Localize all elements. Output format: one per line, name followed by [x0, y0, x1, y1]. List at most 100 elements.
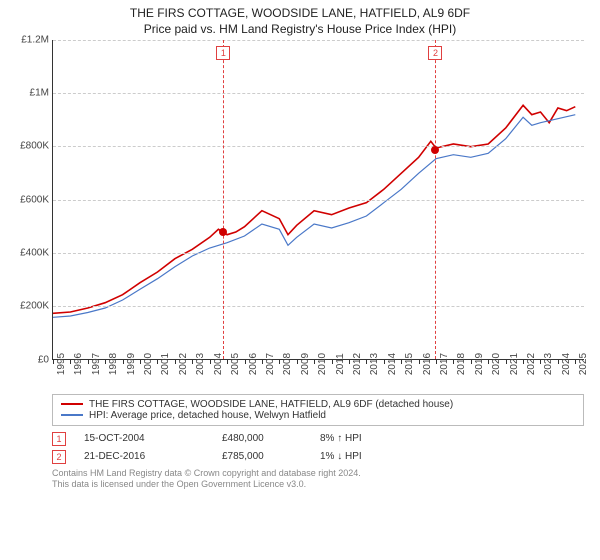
x-axis-label: 2000	[143, 352, 154, 374]
gridline	[53, 93, 584, 94]
x-axis-label: 2014	[387, 352, 398, 374]
x-tick	[384, 360, 385, 364]
x-tick	[227, 360, 228, 364]
x-tick	[297, 360, 298, 364]
footer-line2: This data is licensed under the Open Gov…	[52, 479, 584, 491]
y-axis-label: £600K	[20, 194, 53, 205]
x-axis-label: 1997	[91, 352, 102, 374]
x-axis-label: 2016	[422, 352, 433, 374]
legend-swatch	[61, 414, 83, 416]
sale-point	[219, 228, 227, 236]
x-axis-label: 2011	[335, 353, 346, 375]
x-tick	[53, 360, 54, 364]
x-tick	[471, 360, 472, 364]
gridline	[53, 40, 584, 41]
x-tick	[506, 360, 507, 364]
x-tick	[105, 360, 106, 364]
x-axis-label: 2018	[456, 352, 467, 374]
y-axis-label: £1.2M	[21, 34, 53, 45]
x-tick	[332, 360, 333, 364]
legend-label: THE FIRS COTTAGE, WOODSIDE LANE, HATFIEL…	[89, 399, 453, 410]
x-tick	[175, 360, 176, 364]
y-axis-label: £200K	[20, 301, 53, 312]
x-axis-label: 2019	[474, 352, 485, 374]
legend-label: HPI: Average price, detached house, Welw…	[89, 410, 326, 421]
x-tick	[70, 360, 71, 364]
sale-marker-badge: 1	[216, 46, 230, 60]
x-axis-label: 2017	[439, 352, 450, 374]
gridline	[53, 253, 584, 254]
x-axis-label: 2021	[509, 352, 520, 374]
gridline	[53, 200, 584, 201]
x-tick	[245, 360, 246, 364]
x-tick	[140, 360, 141, 364]
x-tick	[123, 360, 124, 364]
x-tick	[366, 360, 367, 364]
x-axis-label: 1995	[56, 352, 67, 374]
x-tick	[488, 360, 489, 364]
x-tick	[210, 360, 211, 364]
sale-marker-line	[223, 40, 224, 359]
x-axis-label: 2012	[352, 352, 363, 374]
sale-date: 15-OCT-2004	[84, 433, 204, 444]
chart-title: THE FIRS COTTAGE, WOODSIDE LANE, HATFIEL…	[10, 6, 590, 22]
y-axis-label: £800K	[20, 141, 53, 152]
x-tick	[349, 360, 350, 364]
x-tick	[419, 360, 420, 364]
x-tick	[279, 360, 280, 364]
sale-index-badge: 2	[52, 450, 66, 464]
x-axis-label: 2025	[578, 352, 589, 374]
x-tick	[523, 360, 524, 364]
series-hpi	[53, 114, 575, 317]
x-axis-label: 1996	[73, 352, 84, 374]
sale-price: £785,000	[222, 451, 302, 462]
sales-table: 115-OCT-2004£480,0008% ↑ HPI221-DEC-2016…	[52, 432, 584, 464]
x-axis-label: 2010	[317, 352, 328, 374]
footer-attribution: Contains HM Land Registry data © Crown c…	[52, 468, 584, 491]
x-axis-label: 2023	[543, 352, 554, 374]
legend-item: HPI: Average price, detached house, Welw…	[61, 410, 575, 421]
x-axis-label: 2022	[526, 352, 537, 374]
chart-area: £0£200K£400K£600K£800K£1M£1.2M1995199619…	[52, 40, 584, 392]
sale-date: 21-DEC-2016	[84, 451, 204, 462]
x-axis-label: 2002	[178, 352, 189, 374]
x-tick	[314, 360, 315, 364]
sale-marker-badge: 2	[428, 46, 442, 60]
x-axis-label: 2005	[230, 352, 241, 374]
sale-delta: 1% ↓ HPI	[320, 451, 410, 462]
series-property	[53, 105, 575, 313]
x-tick	[558, 360, 559, 364]
x-axis-label: 1998	[108, 352, 119, 374]
x-axis-label: 2009	[300, 352, 311, 374]
chart-container: THE FIRS COTTAGE, WOODSIDE LANE, HATFIEL…	[0, 0, 600, 560]
x-axis-label: 2004	[213, 352, 224, 374]
x-tick	[453, 360, 454, 364]
x-tick	[436, 360, 437, 364]
sale-marker-line	[435, 40, 436, 359]
x-tick	[575, 360, 576, 364]
x-tick	[192, 360, 193, 364]
x-axis-label: 2001	[160, 352, 171, 374]
x-axis-label: 1999	[126, 352, 137, 374]
legend-item: THE FIRS COTTAGE, WOODSIDE LANE, HATFIEL…	[61, 399, 575, 410]
sale-index-badge: 1	[52, 432, 66, 446]
x-tick	[401, 360, 402, 364]
x-axis-label: 2008	[282, 352, 293, 374]
y-axis-label: £400K	[20, 247, 53, 258]
legend: THE FIRS COTTAGE, WOODSIDE LANE, HATFIEL…	[52, 394, 584, 426]
x-axis-label: 2013	[369, 352, 380, 374]
sale-price: £480,000	[222, 433, 302, 444]
x-tick	[157, 360, 158, 364]
x-axis-label: 2003	[195, 352, 206, 374]
gridline	[53, 306, 584, 307]
x-axis-label: 2024	[561, 352, 572, 374]
chart-subtitle: Price paid vs. HM Land Registry's House …	[10, 22, 590, 36]
x-tick	[262, 360, 263, 364]
gridline	[53, 146, 584, 147]
x-axis-label: 2006	[248, 352, 259, 374]
y-axis-label: £0	[38, 354, 53, 365]
x-axis-label: 2007	[265, 352, 276, 374]
x-axis-label: 2015	[404, 352, 415, 374]
y-axis-label: £1M	[30, 87, 53, 98]
x-axis-label: 2020	[491, 352, 502, 374]
